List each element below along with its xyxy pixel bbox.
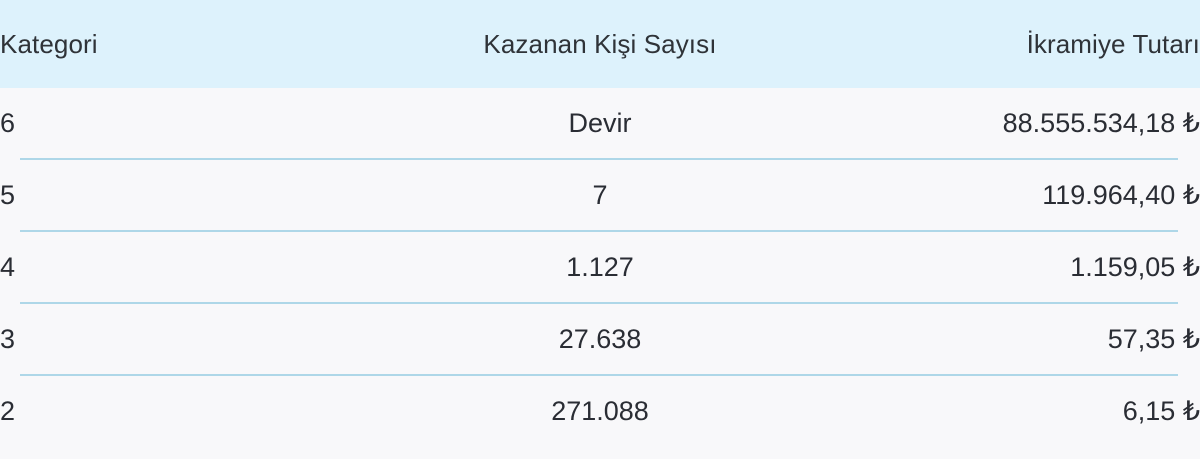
- cell-kazanan-kisi-sayisi: 27.638: [440, 304, 760, 374]
- row-divider: [0, 230, 1200, 232]
- cell-kazanan-kisi-sayisi: 7: [440, 160, 760, 230]
- cell-kazanan-kisi-sayisi: Devir: [440, 88, 760, 158]
- table-row: 6 Devir 88.555.534,18 ₺: [0, 88, 1200, 158]
- divider-line: [20, 374, 1178, 376]
- table-row: 3 27.638 57,35 ₺: [0, 304, 1200, 374]
- table-header-row: Kategori Kazanan Kişi Sayısı İkramiye Tu…: [0, 0, 1200, 88]
- cell-kategori: 3: [0, 304, 440, 374]
- row-divider: [0, 302, 1200, 304]
- cell-kategori: 5: [0, 160, 440, 230]
- cell-ikramiye-tutari: 57,35 ₺: [760, 304, 1200, 374]
- column-header-ikramiye-tutari: İkramiye Tutarı: [1026, 28, 1200, 59]
- table-row: 4 1.127 1.159,05 ₺: [0, 232, 1200, 302]
- cell-ikramiye-tutari: 1.159,05 ₺: [760, 232, 1200, 302]
- cell-ikramiye-tutari: 6,15 ₺: [760, 376, 1200, 446]
- column-header-kazanan-kisi-sayisi: Kazanan Kişi Sayısı: [483, 28, 717, 59]
- table-row: 5 7 119.964,40 ₺: [0, 160, 1200, 230]
- divider-line: [20, 302, 1178, 304]
- cell-kazanan-kisi-sayisi: 1.127: [440, 232, 760, 302]
- cell-kazanan-kisi-sayisi: 271.088: [440, 376, 760, 446]
- cell-kategori: 6: [0, 88, 440, 158]
- row-divider-cell: [0, 230, 1200, 232]
- cell-ikramiye-tutari: 88.555.534,18 ₺: [760, 88, 1200, 158]
- row-divider-cell: [0, 158, 1200, 160]
- row-divider-cell: [0, 374, 1200, 376]
- row-divider: [0, 374, 1200, 376]
- divider-line: [20, 158, 1178, 160]
- cell-kategori: 2: [0, 376, 440, 446]
- lottery-results-table: Kategori Kazanan Kişi Sayısı İkramiye Tu…: [0, 0, 1200, 446]
- table-header: Kategori Kazanan Kişi Sayısı İkramiye Tu…: [0, 0, 1200, 88]
- row-divider: [0, 158, 1200, 160]
- divider-line: [20, 230, 1178, 232]
- cell-ikramiye-tutari: 119.964,40 ₺: [760, 160, 1200, 230]
- cell-kategori: 4: [0, 232, 440, 302]
- column-header-kategori: Kategori: [0, 28, 98, 59]
- table-body: 6 Devir 88.555.534,18 ₺ 5 7 119.964,40 ₺…: [0, 88, 1200, 446]
- table-row: 2 271.088 6,15 ₺: [0, 376, 1200, 446]
- row-divider-cell: [0, 302, 1200, 304]
